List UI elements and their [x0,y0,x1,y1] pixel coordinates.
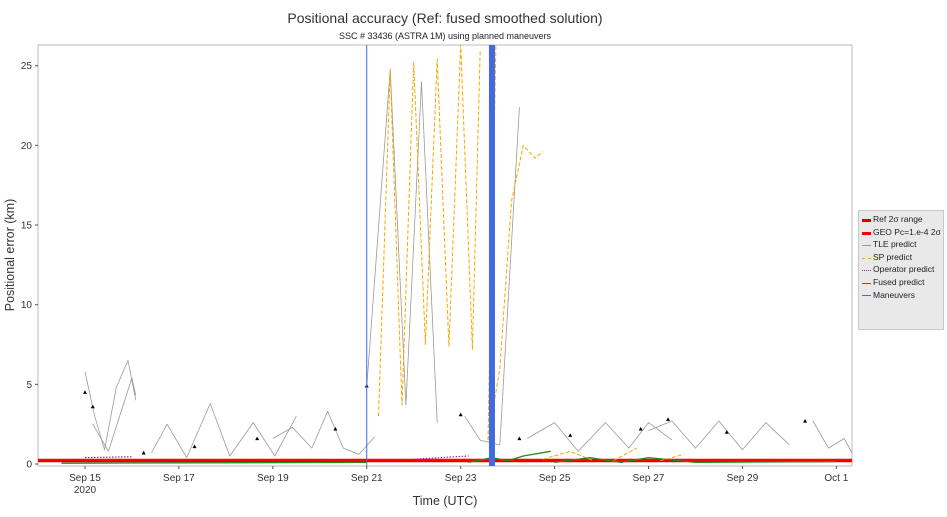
y-tick-label: 0 [26,460,32,471]
sp-predict-line [378,44,481,417]
sp-predict-line [487,144,544,441]
legend-item[interactable]: TLE predict [861,239,943,252]
legend-item[interactable]: Operator predict [861,264,943,277]
fused-predict-line [61,461,367,464]
chart-title: Positional accuracy (Ref: fused smoothed… [287,10,603,26]
legend-swatch [862,245,871,247]
y-tick-label: 25 [21,61,33,72]
fused-predict-line [468,450,551,464]
legend-item[interactable]: Fused predict [861,277,943,290]
legend-label: Maneuvers [873,289,916,300]
reference-lines [38,458,852,463]
sp-predict-line [613,447,638,462]
legend-item[interactable]: Maneuvers [861,290,943,303]
legend-swatch [862,270,871,272]
y-tick-label: 15 [21,221,33,232]
tle-predict-line [272,410,375,455]
marker-triangle [803,418,808,423]
marker-triangle [82,390,87,394]
legend-swatch [862,282,871,284]
x-tick-label: Oct 1 [824,473,848,484]
marker-triangle [255,436,260,441]
legend-label: SP predict [873,251,913,262]
y-tick-label: 10 [21,300,33,311]
legend-item[interactable]: Ref 2σ range [861,214,943,227]
tle-predict-line [648,420,790,451]
legend-label: TLE predict [873,239,917,250]
legend-swatch [862,257,871,259]
x-tick-label: Sep 29 [727,473,759,484]
x-axis-label: Time (UTC) [413,494,478,508]
chart-legend: Ref 2σ range GEO Pc=1.e-4 2σ TLE predict SP… [858,210,944,330]
series-lines [61,44,853,464]
y-tick-label: 5 [26,380,32,391]
legend-item[interactable]: SP predict [861,252,943,265]
legend-label: Fused predict [873,276,925,287]
x-tick-label: Sep 15 [69,473,101,484]
y-axis-label: Positional error (km) [3,199,17,312]
x-tick-sublabel: 2020 [74,485,97,496]
operator-predict-line [413,455,469,460]
plot-area [37,44,853,467]
y-tick-label: 20 [21,141,33,152]
sp-predict-line [660,453,684,462]
marker-triangle [638,426,643,431]
tle-predict-line [526,422,673,452]
x-tick-label: Sep 19 [257,473,289,484]
marker-triangle [192,444,197,449]
marker-triangle [90,404,95,409]
marker-triangle [333,426,338,431]
x-tick-label: Sep 27 [633,473,665,484]
chart-subtitle: SSC # 33436 (ASTRA 1M) using planned man… [338,31,552,41]
operator-predict-line [84,456,132,459]
legend-swatch [862,219,871,222]
marker-triangle [666,417,671,421]
legend-item[interactable]: GEO Pc=1.e-4 2σ [861,227,943,240]
tle-predict-line [812,420,853,453]
fused-predict-line [554,456,837,464]
marker-triangle [458,412,463,417]
x-tick-label: Sep 17 [163,473,195,484]
x-tick-label: Sep 21 [351,473,383,484]
tle-predict-line [84,359,137,451]
legend-label: Operator predict [873,264,935,275]
legend-swatch [862,231,871,235]
legend-label: GEO Pc=1.e-4 2σ [873,226,941,237]
marker-triangle [141,450,146,455]
tle-predict-line [151,403,297,459]
marker-triangles [82,383,808,455]
tle-predict-line [366,68,438,423]
marker-triangle [568,433,573,437]
tle-predict-line [92,377,137,452]
maneuver-lines [366,45,495,466]
legend-label: Ref 2σ range [873,214,923,224]
marker-triangle [724,430,729,434]
legend-swatch [862,295,871,297]
x-tick-label: Sep 25 [539,473,571,484]
marker-triangle [517,436,522,441]
x-tick-label: Sep 23 [445,473,477,484]
